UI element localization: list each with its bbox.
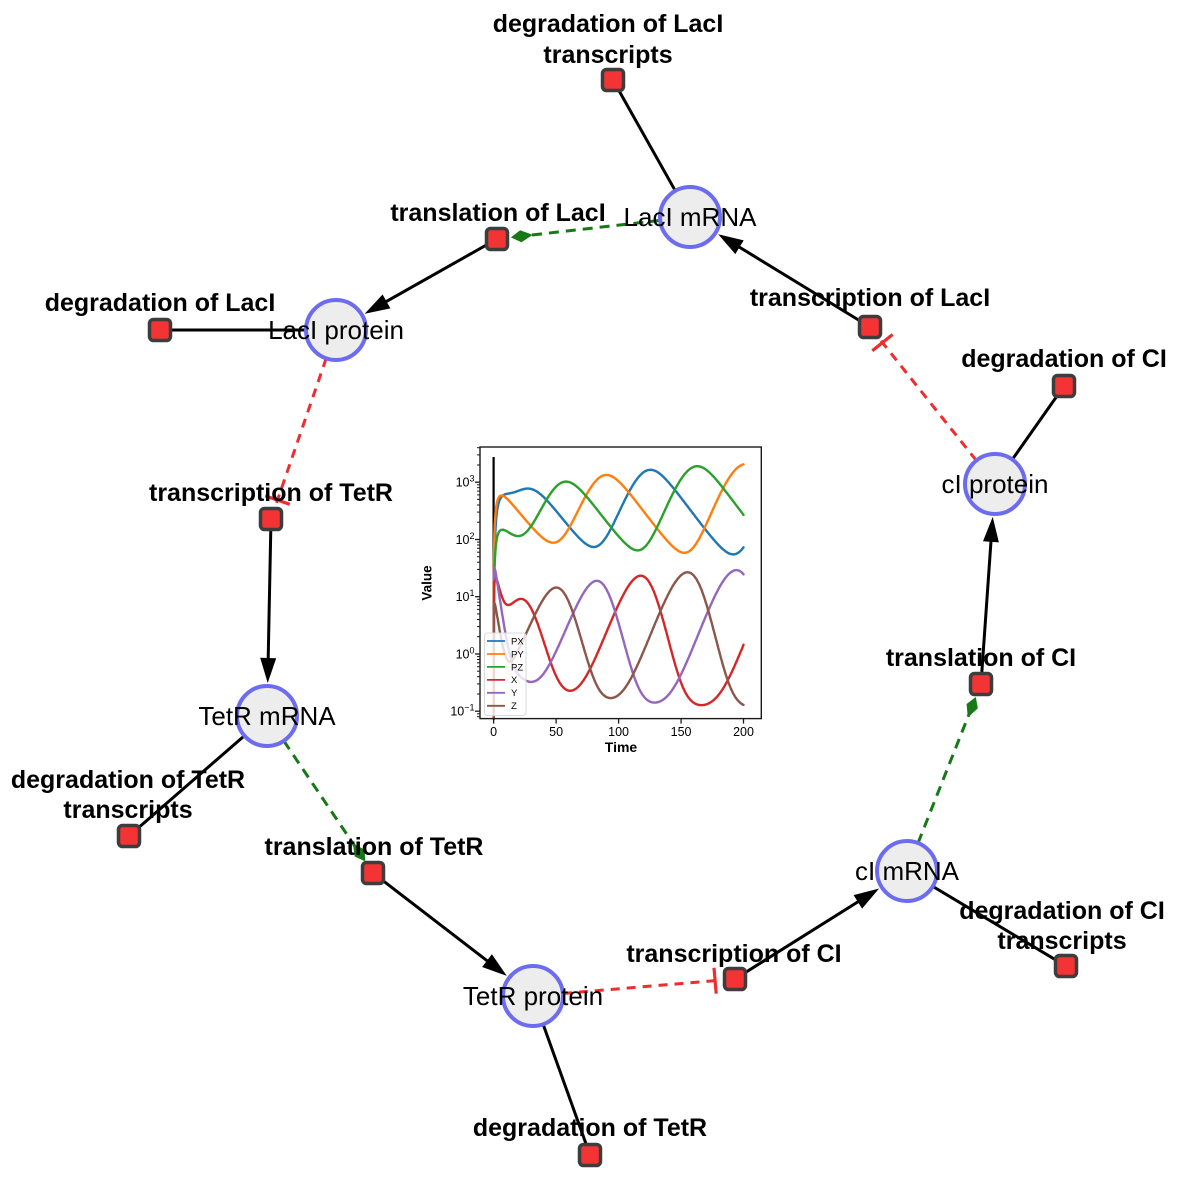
svg-text:200: 200	[733, 725, 754, 739]
svg-text:degradation of TetR: degradation of TetR	[473, 1114, 707, 1142]
svg-text:PY: PY	[511, 649, 524, 660]
svg-text:Value: Value	[420, 565, 435, 601]
svg-text:LacI protein: LacI protein	[268, 315, 404, 345]
svg-text:transcription of TetR: transcription of TetR	[149, 479, 393, 507]
svg-text:transcripts: transcripts	[543, 41, 672, 69]
svg-text:transcripts: transcripts	[63, 796, 192, 824]
svg-text:PX: PX	[511, 636, 524, 647]
svg-text:150: 150	[671, 725, 692, 739]
svg-text:degradation of LacI: degradation of LacI	[493, 10, 724, 38]
svg-text:degradation of CI: degradation of CI	[959, 897, 1165, 925]
svg-text:LacI mRNA: LacI mRNA	[624, 202, 758, 232]
svg-text:translation of LacI: translation of LacI	[390, 199, 605, 227]
svg-text:translation of TetR: translation of TetR	[265, 833, 484, 861]
svg-text:TetR protein: TetR protein	[463, 981, 603, 1011]
svg-text:PZ: PZ	[511, 662, 523, 673]
svg-text:degradation of TetR: degradation of TetR	[11, 766, 245, 794]
svg-text:degradation of CI: degradation of CI	[961, 345, 1167, 373]
svg-text:100: 100	[608, 725, 629, 739]
svg-text:transcription of CI: transcription of CI	[626, 940, 841, 968]
svg-text:Time: Time	[605, 739, 638, 755]
svg-text:Y: Y	[511, 688, 518, 699]
svg-text:transcription of LacI: transcription of LacI	[750, 284, 990, 312]
svg-text:50: 50	[549, 725, 563, 739]
svg-text:degradation of LacI: degradation of LacI	[45, 289, 276, 317]
svg-text:cI protein: cI protein	[942, 469, 1049, 499]
svg-text:translation of CI: translation of CI	[886, 644, 1076, 672]
svg-text:cI mRNA: cI mRNA	[855, 856, 960, 886]
svg-text:TetR mRNA: TetR mRNA	[198, 701, 336, 731]
svg-text:transcripts: transcripts	[997, 927, 1126, 955]
svg-text:0: 0	[490, 725, 497, 739]
svg-text:X: X	[511, 675, 518, 686]
svg-text:Z: Z	[511, 701, 517, 712]
